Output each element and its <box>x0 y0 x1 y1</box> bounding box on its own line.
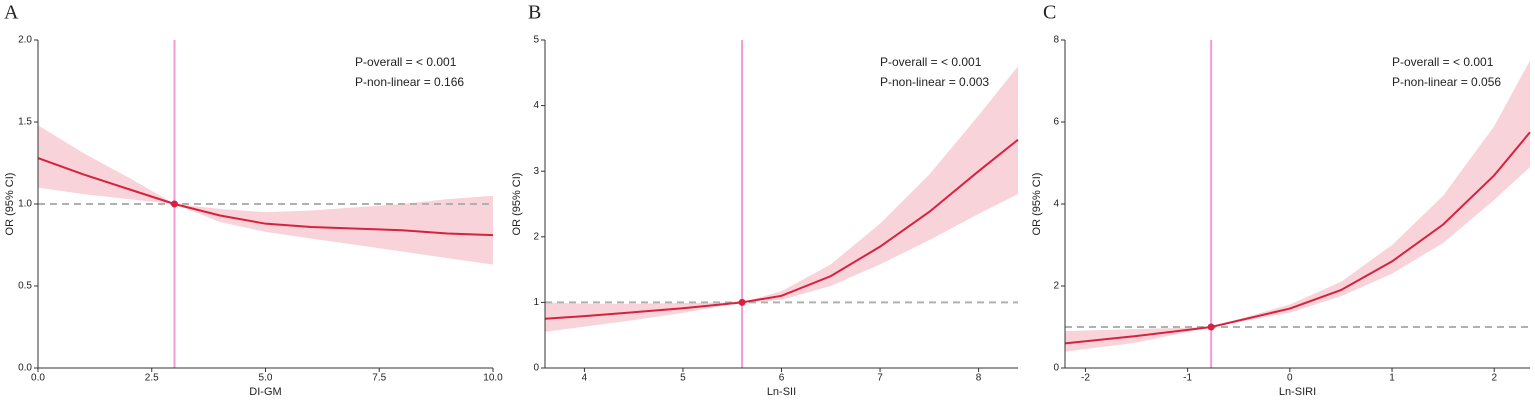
x-tick-label: 4 <box>582 373 588 384</box>
ci-band <box>545 66 1018 332</box>
or-curve <box>1064 131 1531 345</box>
y-tick-label: 1 <box>533 297 539 308</box>
x-tick-label: 7 <box>877 373 883 384</box>
y-tick-label: 8 <box>1053 35 1059 46</box>
x-axis-label: DI-GM <box>249 386 281 398</box>
x-tick-label: 7.5 <box>372 373 386 384</box>
x-axis-label: Ln-SII <box>767 386 796 398</box>
ci-band <box>38 125 493 265</box>
x-tick-label: 8 <box>976 373 982 384</box>
reference-point <box>171 200 178 208</box>
y-axis-label: OR (95% CI) <box>1031 173 1043 236</box>
panel-label: B <box>528 2 541 24</box>
annotation: P-non-linear = 0.056 <box>1392 75 1501 89</box>
y-tick-label: 0 <box>533 363 539 374</box>
y-tick-label: 6 <box>1053 117 1059 128</box>
x-tick-label: 10.0 <box>483 373 503 384</box>
y-axis-label: OR (95% CI) <box>511 173 523 236</box>
y-tick-label: 2 <box>533 231 539 242</box>
x-tick-label: 2.5 <box>145 373 159 384</box>
y-tick-label: 4 <box>1053 199 1059 210</box>
y-tick-label: 1.5 <box>18 117 32 128</box>
x-tick-label: 6 <box>779 373 785 384</box>
or-curve <box>37 157 494 237</box>
x-tick-label: -2 <box>1081 373 1090 384</box>
x-tick-label: 5.0 <box>259 373 273 384</box>
y-tick-label: 1.0 <box>18 199 32 210</box>
x-tick-label: 0 <box>1287 373 1293 384</box>
annotation: P-non-linear = 0.166 <box>355 75 464 89</box>
reference-point <box>738 298 746 306</box>
x-tick-label: 0.0 <box>31 373 45 384</box>
panel-label: C <box>1043 2 1056 24</box>
y-tick-label: 0.0 <box>18 363 32 374</box>
y-tick-label: 2 <box>1053 281 1059 292</box>
annotation: P-overall = < 0.001 <box>1392 55 1494 69</box>
x-tick-label: 1 <box>1389 373 1395 384</box>
y-tick-label: 2.0 <box>18 35 32 46</box>
annotation: P-overall = < 0.001 <box>880 55 982 69</box>
x-tick-label: -1 <box>1183 373 1192 384</box>
y-axis-label: OR (95% CI) <box>4 173 16 236</box>
annotation: P-overall = < 0.001 <box>355 55 457 69</box>
annotation: P-non-linear = 0.003 <box>880 75 989 89</box>
y-tick-label: 0.5 <box>18 281 32 292</box>
y-tick-label: 5 <box>533 35 539 46</box>
x-tick-label: 2 <box>1491 373 1497 384</box>
ci-band <box>1065 60 1530 352</box>
or-curve <box>544 138 1019 320</box>
panel-label: A <box>4 2 19 24</box>
reference-point <box>1207 323 1215 331</box>
y-tick-label: 0 <box>1053 363 1059 374</box>
x-axis-label: Ln-SIRI <box>1279 386 1316 398</box>
y-tick-label: 4 <box>533 100 539 111</box>
x-tick-label: 5 <box>680 373 686 384</box>
y-tick-label: 3 <box>533 166 539 177</box>
